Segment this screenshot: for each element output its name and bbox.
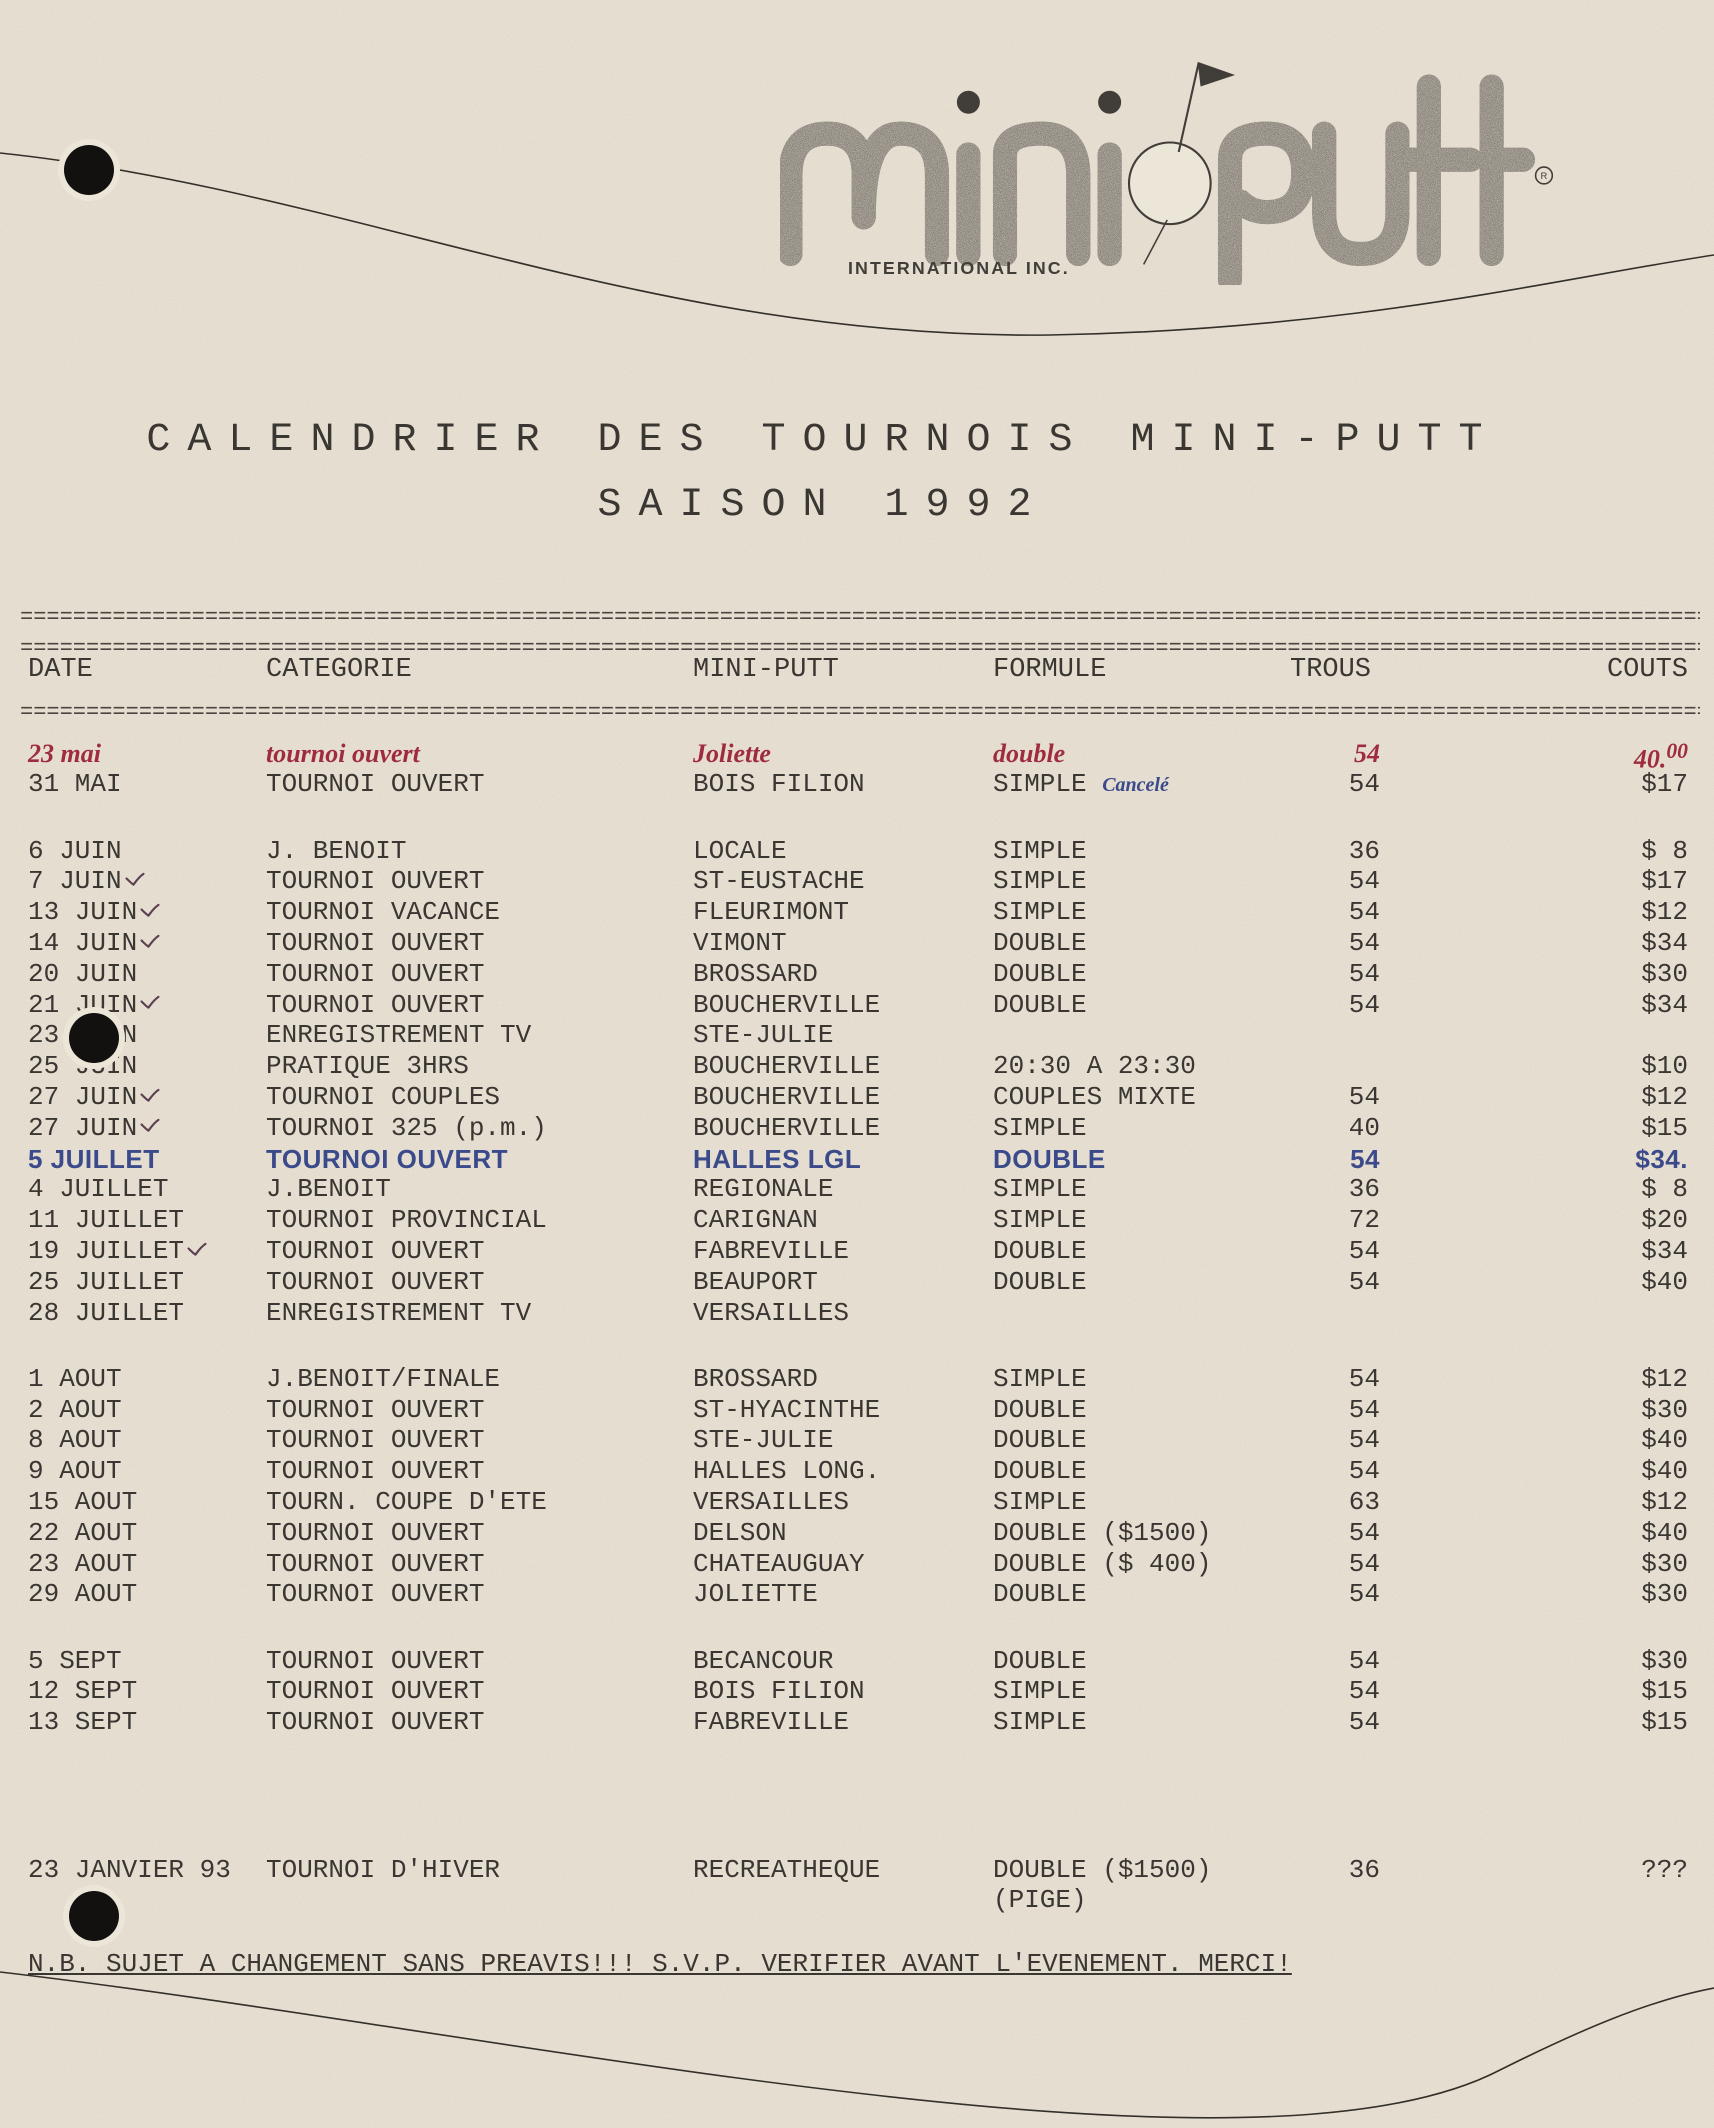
svg-text:INTERNATIONAL INC.: INTERNATIONAL INC. (848, 258, 1070, 278)
svg-text:R: R (1541, 170, 1548, 181)
